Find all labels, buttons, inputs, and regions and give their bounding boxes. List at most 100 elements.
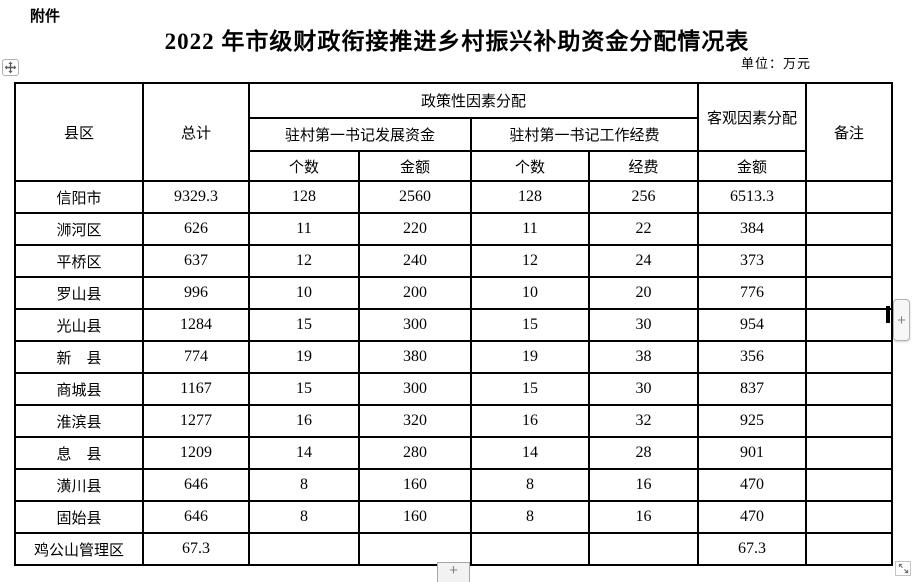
- cell-total: 1209: [142, 436, 250, 470]
- cell-work-fee: [587, 532, 700, 566]
- table-row: 罗山县 996 10 200 10 20 776: [14, 276, 894, 310]
- header-objective-group: 客观因素分配: [697, 82, 808, 152]
- header-policy-group: 政策性因素分配: [247, 82, 700, 119]
- cell-county: 罗山县: [14, 276, 144, 310]
- cell-work-fee: 38: [587, 340, 700, 374]
- cell-remarks: [805, 468, 894, 502]
- cell-work-count: 128: [470, 180, 590, 214]
- cell-objective-amount: 6513.3: [697, 180, 808, 214]
- cell-remarks: [805, 244, 894, 278]
- cell-dev-count: 19: [248, 340, 360, 374]
- cell-county: 商城县: [14, 372, 144, 406]
- cell-remarks: [805, 500, 894, 534]
- cell-objective-amount: 356: [697, 340, 808, 374]
- cell-work-count: 15: [470, 372, 590, 406]
- cell-county: 固始县: [14, 500, 144, 534]
- cell-objective-amount: 470: [697, 500, 808, 534]
- cell-work-count: 19: [470, 340, 590, 374]
- table-row: 潢川县 646 8 160 8 16 470: [14, 468, 894, 502]
- cell-county: 信阳市: [14, 180, 144, 214]
- text-caret: [886, 306, 890, 323]
- cell-objective-amount: 901: [697, 436, 808, 470]
- header-remarks: 备注: [805, 82, 894, 182]
- cell-work-count: 16: [470, 404, 590, 438]
- table-row: 息 县 1209 14 280 14 28 901: [14, 436, 894, 470]
- cell-total: 646: [142, 500, 250, 534]
- cell-dev-count: 12: [248, 244, 360, 278]
- cell-dev-amount: 380: [358, 340, 472, 374]
- table-row: 浉河区 626 11 220 11 22 384: [14, 212, 894, 246]
- cell-work-fee: 22: [587, 212, 700, 246]
- cell-total: 1167: [142, 372, 250, 406]
- cell-total: 9329.3: [142, 180, 250, 214]
- cell-objective-amount: 67.3: [697, 532, 808, 566]
- plus-icon: +: [897, 311, 906, 329]
- cell-total: 774: [142, 340, 250, 374]
- cell-dev-count: [248, 532, 360, 566]
- cell-dev-amount: 220: [358, 212, 472, 246]
- cell-total: 996: [142, 276, 250, 310]
- cell-work-count: 11: [470, 212, 590, 246]
- cell-dev-amount: 160: [358, 468, 472, 502]
- table-row: 新 县 774 19 380 19 38 356: [14, 340, 894, 374]
- cell-work-fee: 30: [587, 372, 700, 406]
- cell-remarks: [805, 308, 894, 342]
- cell-objective-amount: 384: [697, 212, 808, 246]
- cell-objective-amount: 373: [697, 244, 808, 278]
- cell-total: 1277: [142, 404, 250, 438]
- move-icon: [4, 61, 17, 74]
- cell-remarks: [805, 276, 894, 310]
- page-title: 2022 年市级财政衔接推进乡村振兴补助资金分配情况表: [164, 29, 750, 54]
- cell-county: 淮滨县: [14, 404, 144, 438]
- header-dev-amount: 金额: [358, 150, 472, 182]
- bottom-plus-button[interactable]: +: [437, 562, 470, 582]
- cell-dev-amount: 160: [358, 500, 472, 534]
- cell-dev-count: 8: [248, 468, 360, 502]
- cell-total: 637: [142, 244, 250, 278]
- resize-handle[interactable]: [895, 561, 911, 576]
- cell-work-count: 15: [470, 308, 590, 342]
- cell-total: 646: [142, 468, 250, 502]
- cell-work-fee: 20: [587, 276, 700, 310]
- attachment-label: 附件: [30, 8, 61, 25]
- cell-county: 鸡公山管理区: [14, 532, 144, 566]
- table-row: 商城县 1167 15 300 15 30 837: [14, 372, 894, 406]
- cell-total: 67.3: [142, 532, 250, 566]
- cell-work-count: 12: [470, 244, 590, 278]
- cell-county: 息 县: [14, 436, 144, 470]
- cell-county: 平桥区: [14, 244, 144, 278]
- cell-county: 潢川县: [14, 468, 144, 502]
- header-county: 县区: [14, 82, 144, 182]
- table-row: 鸡公山管理区 67.3 67.3: [14, 532, 894, 566]
- cell-remarks: [805, 436, 894, 470]
- cell-remarks: [805, 180, 894, 214]
- cell-remarks: [805, 340, 894, 374]
- cell-work-fee: 256: [587, 180, 700, 214]
- header-dev-count: 个数: [248, 150, 360, 182]
- cell-dev-count: 11: [248, 212, 360, 246]
- table-row: 信阳市 9329.3 128 2560 128 256 6513.3: [14, 180, 894, 214]
- cell-dev-count: 8: [248, 500, 360, 534]
- cell-dev-amount: 280: [358, 436, 472, 470]
- header-work-fund-group: 驻村第一书记工作经费: [469, 117, 700, 152]
- cell-dev-count: 10: [248, 276, 360, 310]
- cell-remarks: [805, 372, 894, 406]
- cell-dev-amount: 200: [358, 276, 472, 310]
- cell-work-count: 8: [470, 468, 590, 502]
- table-body: 信阳市 9329.3 128 2560 128 256 6513.3 浉河区 626 11 220 1…: [14, 180, 894, 566]
- cell-work-fee: 16: [587, 468, 700, 502]
- cell-dev-count: 14: [248, 436, 360, 470]
- cell-objective-amount: 470: [697, 468, 808, 502]
- cell-dev-count: 128: [248, 180, 360, 214]
- header-total: 总计: [142, 82, 250, 182]
- cell-work-count: [470, 532, 590, 566]
- table-move-handle[interactable]: [2, 59, 19, 76]
- right-plus-button[interactable]: +: [893, 299, 910, 341]
- unit-note: 单位：万元: [741, 56, 812, 71]
- cell-dev-amount: 300: [358, 372, 472, 406]
- cell-remarks: [805, 532, 894, 566]
- cell-dev-count: 16: [248, 404, 360, 438]
- cell-work-count: 10: [470, 276, 590, 310]
- cell-objective-amount: 837: [697, 372, 808, 406]
